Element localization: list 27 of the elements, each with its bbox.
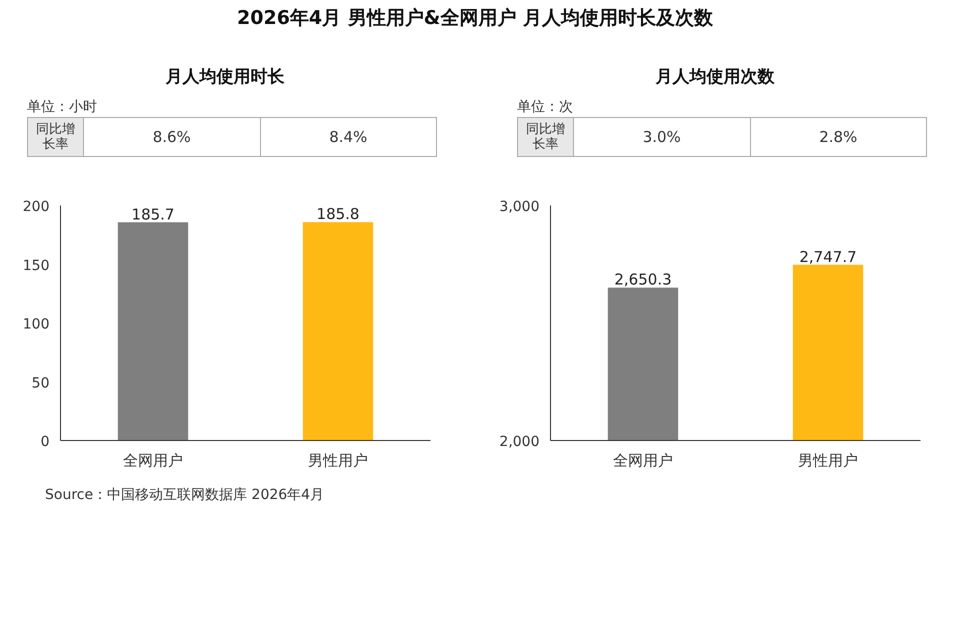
data-label: 2,747.7 bbox=[799, 248, 857, 266]
text: 8.6% bbox=[84, 118, 260, 157]
text: 8.4% bbox=[260, 118, 436, 157]
text: 2.8% bbox=[750, 118, 926, 157]
y-tick-label: 200 bbox=[22, 199, 50, 215]
x-tick-label: 全网用户 bbox=[613, 452, 673, 470]
y-tick-label: 100 bbox=[22, 316, 50, 332]
text: 2026年4月 男性用户&全网用户 月人均使用时长及次数 bbox=[236, 6, 714, 31]
text: 3.0% bbox=[574, 118, 750, 157]
y-axis-title: 单位：小时 bbox=[27, 98, 98, 118]
x-tick-label: 全网用户 bbox=[123, 452, 183, 470]
data-label: 185.8 bbox=[316, 205, 360, 224]
text: 同比增长率 bbox=[28, 118, 84, 157]
x-tick-label: 男性用户 bbox=[308, 452, 368, 470]
y-axis-title: 单位：次 bbox=[517, 98, 574, 118]
source-note: Source：中国移动互联网数据库 2026年4月 bbox=[45, 486, 324, 505]
chart-subtitle: 月人均使用时长 bbox=[164, 66, 286, 89]
x-tick-label: 男性用户 bbox=[798, 452, 858, 470]
y-tick-label: 2,000 bbox=[499, 434, 540, 450]
y-tick-label: 0 bbox=[40, 434, 50, 450]
y-tick-label: 50 bbox=[32, 375, 50, 392]
text: 同比增长率 bbox=[518, 118, 574, 157]
chart-subtitle: 月人均使用次数 bbox=[654, 66, 776, 89]
y-tick-label: 150 bbox=[22, 258, 50, 274]
y-tick-label: 3,000 bbox=[499, 199, 540, 215]
data-label: 185.7 bbox=[132, 205, 174, 224]
data-label: 2,650.3 bbox=[614, 270, 672, 289]
